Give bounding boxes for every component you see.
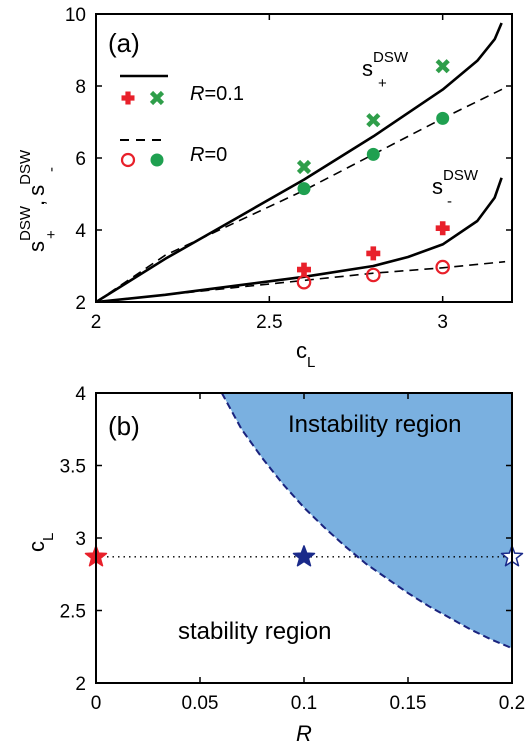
y-tick-label: 2.5 [60, 602, 86, 623]
legend-green-cross-marker [149, 90, 165, 106]
series-line-1 [96, 22, 503, 302]
x-tick-label: 2.5 [256, 312, 282, 333]
panel-b: 0 0.05 0.1 0.15 0.2 2 2.5 3 3.5 4 (b) Instability… [24, 384, 525, 746]
data-point-cross-2 [366, 113, 381, 128]
panel-a-markers [296, 59, 451, 290]
panel-b-label: (b) [108, 411, 140, 441]
series-line-4 [96, 260, 506, 302]
data-point-plus-2 [366, 246, 381, 261]
panel-a-xlabel: cL [296, 338, 315, 371]
curve-label-s-plus-sub: + [378, 75, 387, 92]
x-tick-label: 0.15 [390, 693, 427, 714]
x-tick-label: 0.2 [499, 693, 525, 714]
x-tick-label: 3 [437, 312, 448, 333]
panel-a-legend: R=0.1 R=0 [120, 74, 244, 168]
series-line-3 [96, 177, 503, 302]
stability-boundary-curve [220, 393, 512, 650]
y-tick-label: 4 [75, 221, 86, 242]
data-point-cross-3 [435, 59, 450, 74]
panel-a-ylabel: sDSW,sDSW + - [17, 149, 60, 252]
data-point-filled-circle-1 [297, 182, 311, 196]
legend-open-circle-marker [120, 152, 136, 168]
panel-b-xlabel: R [296, 721, 312, 746]
data-point-plus-3 [435, 221, 450, 236]
svg-text:-: - [43, 167, 60, 172]
y-tick-label: 2 [75, 293, 86, 314]
panel-b-ticks: 0 0.05 0.1 0.15 0.2 2 2.5 3 3.5 4 [60, 384, 526, 714]
instability-region [221, 393, 512, 649]
y-tick-label: 8 [75, 77, 86, 98]
panel-a-label: (a) [108, 28, 140, 58]
data-point-plus-1 [297, 262, 311, 277]
y-tick-label: 3 [75, 529, 86, 550]
panel-b-ylabel: cL [24, 533, 57, 552]
instability-region-label: Instability region [288, 411, 461, 438]
panel-a-ticks: 2 2.5 3 2 4 6 8 10 [65, 5, 512, 333]
y-tick-label: 4 [75, 384, 86, 405]
y-tick-label: 10 [65, 5, 86, 26]
star-marker-2 [292, 545, 316, 567]
x-tick-label: 0.05 [182, 693, 219, 714]
curve-label-s-plus: sDSW [362, 49, 409, 81]
x-tick-label: 2 [91, 312, 102, 333]
data-point-open-circle-3 [435, 259, 451, 275]
svg-text:+: + [43, 230, 60, 239]
stability-region-label: stability region [178, 618, 331, 645]
legend-label-r0: R=0 [190, 144, 227, 166]
legend-red-plus-marker [121, 91, 135, 105]
svg-text:sDSW,sDSW: sDSW,sDSW [17, 149, 49, 252]
y-tick-label: 2 [75, 674, 86, 695]
y-tick-label: 3.5 [60, 457, 86, 478]
data-point-open-circle-1 [296, 274, 312, 290]
data-point-filled-circle-2 [366, 147, 380, 161]
svg-text:cL: cL [24, 533, 57, 552]
data-point-filled-circle-3 [436, 111, 450, 125]
x-tick-label: 0 [91, 693, 102, 714]
data-point-cross-1 [296, 159, 312, 175]
curve-label-s-minus: sDSW [432, 167, 479, 199]
curve-label-s-minus-sub: - [447, 193, 452, 210]
legend-filled-circle-marker [150, 153, 164, 167]
data-point-open-circle-2 [365, 267, 381, 283]
y-tick-label: 6 [75, 149, 86, 170]
x-tick-label: 0.1 [291, 693, 317, 714]
legend-label-r01: R=0.1 [190, 83, 244, 105]
